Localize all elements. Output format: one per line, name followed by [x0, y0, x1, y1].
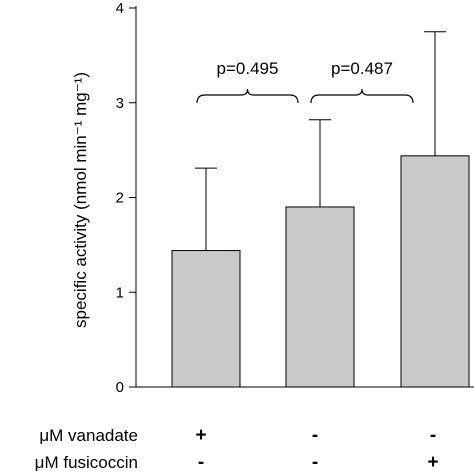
treatment-mark: - [312, 425, 318, 446]
treatment-mark: + [195, 425, 206, 446]
p-value-label: p=0.487 [331, 59, 393, 78]
significance-brace [196, 88, 299, 104]
y-tick-label: 2 [116, 190, 124, 207]
treatment-table: μM vanadate + - - μM fusicoccin - - + [35, 425, 439, 473]
treatment-mark: - [430, 425, 436, 446]
bar [171, 250, 241, 388]
treatment-mark: - [312, 452, 318, 473]
y-tick-label: 0 [116, 379, 124, 396]
bars [171, 31, 470, 388]
bar [400, 155, 470, 388]
treatment-label: μM vanadate [39, 426, 138, 445]
significance-brace [310, 88, 414, 104]
y-tick-label: 3 [116, 95, 124, 112]
y-tick-label: 1 [116, 284, 124, 301]
annotations: p=0.495 p=0.487 [196, 59, 414, 104]
p-value-label: p=0.495 [217, 59, 279, 78]
treatment-mark: - [198, 452, 204, 473]
treatment-mark: + [427, 452, 438, 473]
y-axis-label: specific activity (nmol min⁻¹ mg⁻¹) [71, 72, 90, 328]
bar [285, 206, 355, 388]
y-tick-label: 4 [116, 0, 124, 17]
treatment-label: μM fusicoccin [35, 453, 138, 472]
